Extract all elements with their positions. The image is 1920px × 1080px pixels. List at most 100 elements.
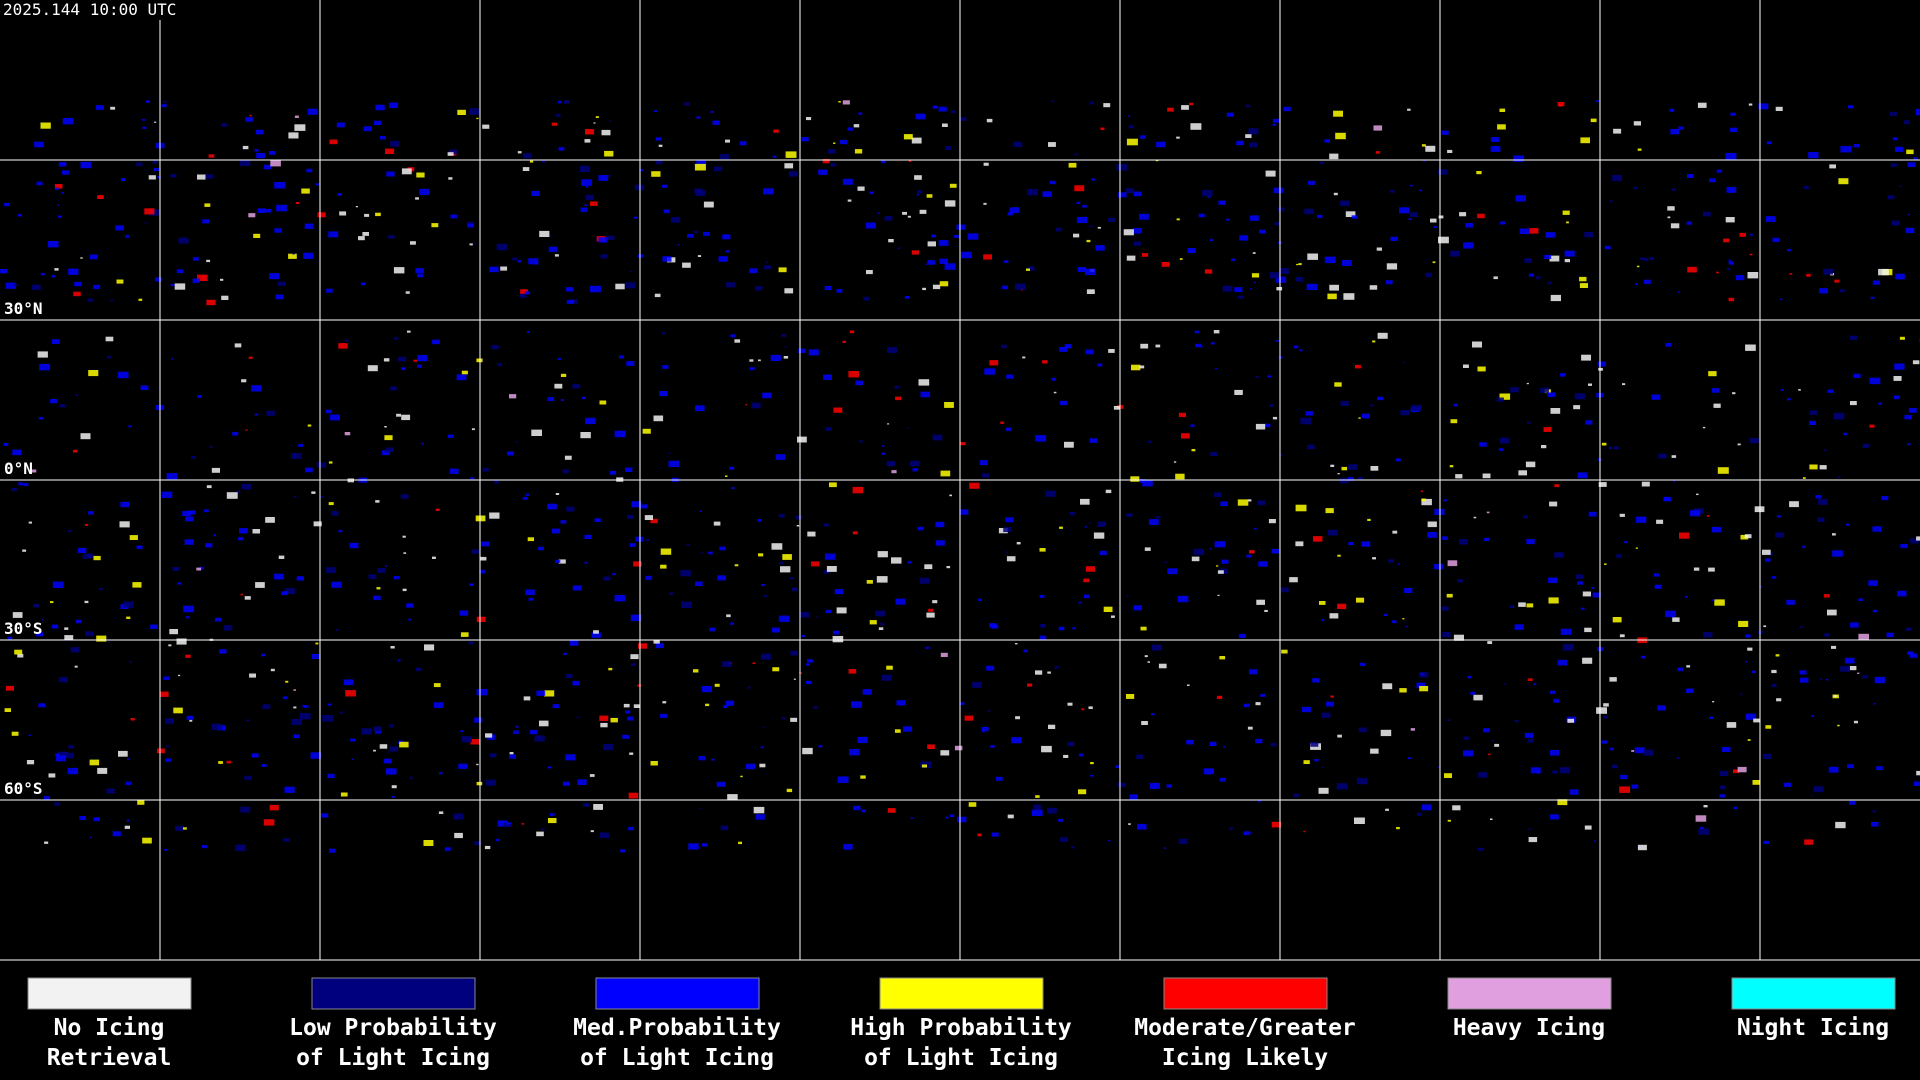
- icing-pixel: [1295, 541, 1304, 547]
- icing-pixel: [322, 715, 334, 722]
- icing-pixel: [169, 629, 178, 635]
- icing-pixel: [1848, 800, 1856, 805]
- icing-pixel: [1213, 330, 1220, 334]
- icing-pixel: [1081, 708, 1085, 711]
- icing-pixel: [1686, 665, 1691, 668]
- legend-label: No Icing: [54, 1015, 165, 1041]
- icing-pixel: [1750, 233, 1754, 236]
- icing-pixel: [869, 191, 874, 195]
- icing-pixel: [725, 475, 728, 477]
- icing-pixel: [830, 163, 837, 167]
- icing-pixel: [387, 751, 390, 753]
- icing-pixel: [468, 641, 474, 645]
- icing-pixel: [738, 841, 742, 845]
- icing-pixel: [807, 659, 813, 663]
- icing-pixel: [142, 119, 145, 121]
- icing-pixel: [833, 142, 836, 144]
- icing-pixel: [1808, 152, 1819, 159]
- icing-pixel: [1763, 625, 1767, 628]
- icing-pixel: [1059, 400, 1067, 406]
- icing-pixel: [1035, 795, 1040, 798]
- icing-pixel: [1199, 345, 1203, 348]
- icing-pixel: [1319, 161, 1324, 164]
- icing-pixel: [1641, 481, 1650, 487]
- icing-pixel: [1832, 550, 1843, 557]
- icing-pixel: [1824, 633, 1830, 637]
- icing-pixel: [386, 171, 395, 177]
- icing-pixel: [1108, 217, 1116, 222]
- icing-pixel: [1333, 110, 1343, 117]
- icing-pixel: [1140, 626, 1147, 631]
- icing-pixel: [949, 814, 955, 818]
- icing-pixel: [292, 253, 295, 255]
- icing-pixel: [886, 665, 893, 670]
- icing-pixel: [1745, 344, 1756, 351]
- icing-pixel: [1438, 766, 1441, 768]
- icing-pixel: [1635, 547, 1638, 549]
- icing-pixel: [1579, 276, 1587, 282]
- icing-pixel: [68, 530, 72, 533]
- icing-pixel: [1745, 713, 1757, 720]
- icing-pixel: [1513, 155, 1524, 162]
- icing-pixel: [276, 204, 287, 212]
- icing-pixel: [119, 521, 130, 528]
- icing-pixel: [628, 792, 639, 799]
- icing-pixel: [1913, 157, 1918, 161]
- icing-pixel: [1798, 389, 1801, 391]
- icing-pixel: [634, 216, 638, 219]
- icing-pixel: [1317, 214, 1323, 219]
- icing-pixel: [940, 750, 950, 756]
- icing-pixel: [1247, 499, 1252, 502]
- icing-pixel: [127, 758, 130, 760]
- icing-pixel: [234, 343, 242, 348]
- icing-pixel: [1390, 236, 1398, 241]
- icing-pixel: [244, 596, 251, 600]
- icing-pixel: [1300, 417, 1312, 425]
- legend-swatch: [1731, 977, 1896, 1010]
- icing-pixel: [417, 273, 423, 278]
- icing-pixel: [1619, 634, 1625, 638]
- icing-pixel: [249, 114, 252, 117]
- icing-pixel: [1557, 799, 1568, 806]
- icing-pixel: [261, 653, 266, 657]
- icing-pixel: [1871, 822, 1879, 827]
- icing-pixel: [582, 803, 590, 807]
- icing-pixel: [1443, 499, 1447, 502]
- icing-pixel: [447, 152, 454, 156]
- icing-pixel: [1076, 201, 1081, 204]
- icing-pixel: [1214, 541, 1225, 548]
- icing-pixel: [1213, 492, 1222, 497]
- icing-pixel: [1483, 728, 1490, 733]
- icing-pixel: [1341, 466, 1348, 471]
- icing-pixel: [509, 754, 516, 759]
- icing-pixel: [170, 358, 173, 360]
- icing-pixel: [155, 277, 163, 282]
- icing-pixel: [847, 127, 853, 131]
- icing-pixel: [1677, 291, 1681, 293]
- icing-pixel: [762, 726, 765, 728]
- icing-pixel: [191, 456, 196, 459]
- icing-pixel: [1042, 191, 1052, 197]
- icing-pixel: [836, 607, 847, 614]
- icing-pixel: [598, 175, 609, 181]
- icing-pixel: [385, 148, 395, 154]
- icing-pixel: [686, 543, 690, 546]
- icing-pixel: [1582, 657, 1593, 664]
- icing-pixel: [184, 539, 194, 545]
- icing-pixel: [62, 118, 74, 125]
- icing-pixel: [1103, 103, 1111, 108]
- icing-pixel: [639, 169, 644, 172]
- icing-pixel: [745, 404, 748, 406]
- icing-pixel: [1703, 805, 1708, 808]
- icing-pixel: [1272, 123, 1277, 126]
- icing-pixel: [1430, 218, 1437, 223]
- legend-swatch: [879, 977, 1044, 1010]
- icing-pixel: [1478, 772, 1488, 778]
- icing-pixel: [1136, 754, 1144, 759]
- icing-pixel: [1009, 207, 1020, 214]
- icing-pixel: [881, 674, 892, 681]
- icing-pixel: [1097, 226, 1101, 229]
- icing-pixel: [1712, 526, 1722, 533]
- icing-pixel: [398, 356, 407, 362]
- icing-pixel: [1787, 398, 1791, 401]
